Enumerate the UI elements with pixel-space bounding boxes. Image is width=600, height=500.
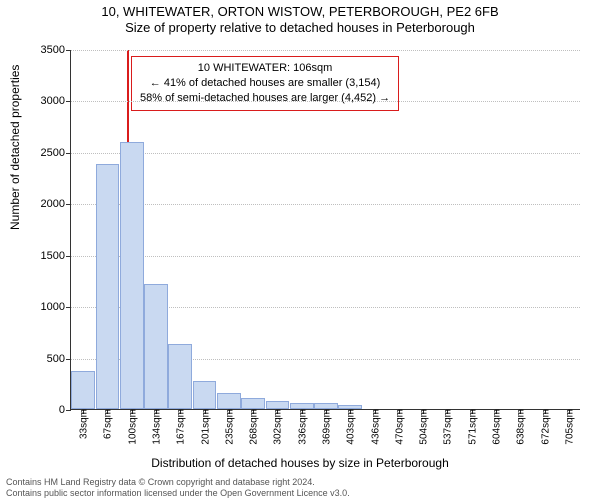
title-line-1: 10, WHITEWATER, ORTON WISTOW, PETERBOROU…: [0, 4, 600, 20]
xtick-label: 537sqm: [441, 409, 454, 445]
histogram-bar: [96, 164, 120, 409]
footer-line-1: Contains HM Land Registry data © Crown c…: [6, 477, 350, 487]
x-axis-label: Distribution of detached houses by size …: [0, 456, 600, 470]
footer-line-2: Contains public sector information licen…: [6, 488, 350, 498]
xtick-label: 33sqm: [77, 409, 90, 439]
gridline: [71, 256, 580, 257]
annotation-line: ← 41% of detached houses are smaller (3,…: [140, 76, 390, 91]
xtick-label: 403sqm: [344, 409, 357, 445]
title-line-2: Size of property relative to detached ho…: [0, 20, 600, 36]
ytick-label: 3000: [41, 95, 71, 107]
histogram-bar: [144, 284, 168, 409]
xtick-label: 268sqm: [247, 409, 260, 445]
xtick-label: 672sqm: [538, 409, 551, 445]
xtick-label: 436sqm: [368, 409, 381, 445]
xtick-label: 504sqm: [417, 409, 430, 445]
histogram-bar: [193, 381, 217, 409]
histogram-bar: [266, 401, 290, 409]
gridline: [71, 204, 580, 205]
xtick-label: 604sqm: [490, 409, 503, 445]
xtick-label: 134sqm: [150, 409, 163, 445]
gridline: [71, 50, 580, 51]
xtick-label: 369sqm: [320, 409, 333, 445]
xtick-label: 235sqm: [222, 409, 235, 445]
xtick-label: 336sqm: [295, 409, 308, 445]
ytick-label: 500: [47, 353, 71, 365]
annotation-line: 10 WHITEWATER: 106sqm: [140, 61, 390, 76]
y-axis-label: Number of detached properties: [8, 65, 22, 230]
xtick-label: 705sqm: [562, 409, 575, 445]
gridline: [71, 153, 580, 154]
ytick-label: 1500: [41, 250, 71, 262]
histogram-bar: [71, 371, 95, 409]
xtick-label: 470sqm: [392, 409, 405, 445]
gridline: [71, 101, 580, 102]
xtick-label: 167sqm: [174, 409, 187, 445]
annotation-line: 58% of semi-detached houses are larger (…: [140, 91, 390, 106]
ytick-label: 1000: [41, 301, 71, 313]
histogram-bar: [241, 398, 265, 409]
ytick-label: 2000: [41, 198, 71, 210]
ytick-label: 3500: [41, 44, 71, 56]
ytick-label: 2500: [41, 147, 71, 159]
xtick-label: 571sqm: [465, 409, 478, 445]
histogram-bar: [120, 142, 144, 409]
xtick-label: 302sqm: [271, 409, 284, 445]
xtick-label: 201sqm: [198, 409, 211, 445]
ytick-label: 0: [59, 404, 71, 416]
histogram-bar: [217, 393, 241, 409]
chart-title: 10, WHITEWATER, ORTON WISTOW, PETERBOROU…: [0, 0, 600, 37]
xtick-label: 67sqm: [101, 409, 114, 439]
histogram-chart: 10 WHITEWATER: 106sqm← 41% of detached h…: [70, 50, 580, 410]
footer-attribution: Contains HM Land Registry data © Crown c…: [6, 477, 350, 498]
xtick-label: 638sqm: [514, 409, 527, 445]
xtick-label: 100sqm: [125, 409, 138, 445]
histogram-bar: [168, 344, 192, 409]
